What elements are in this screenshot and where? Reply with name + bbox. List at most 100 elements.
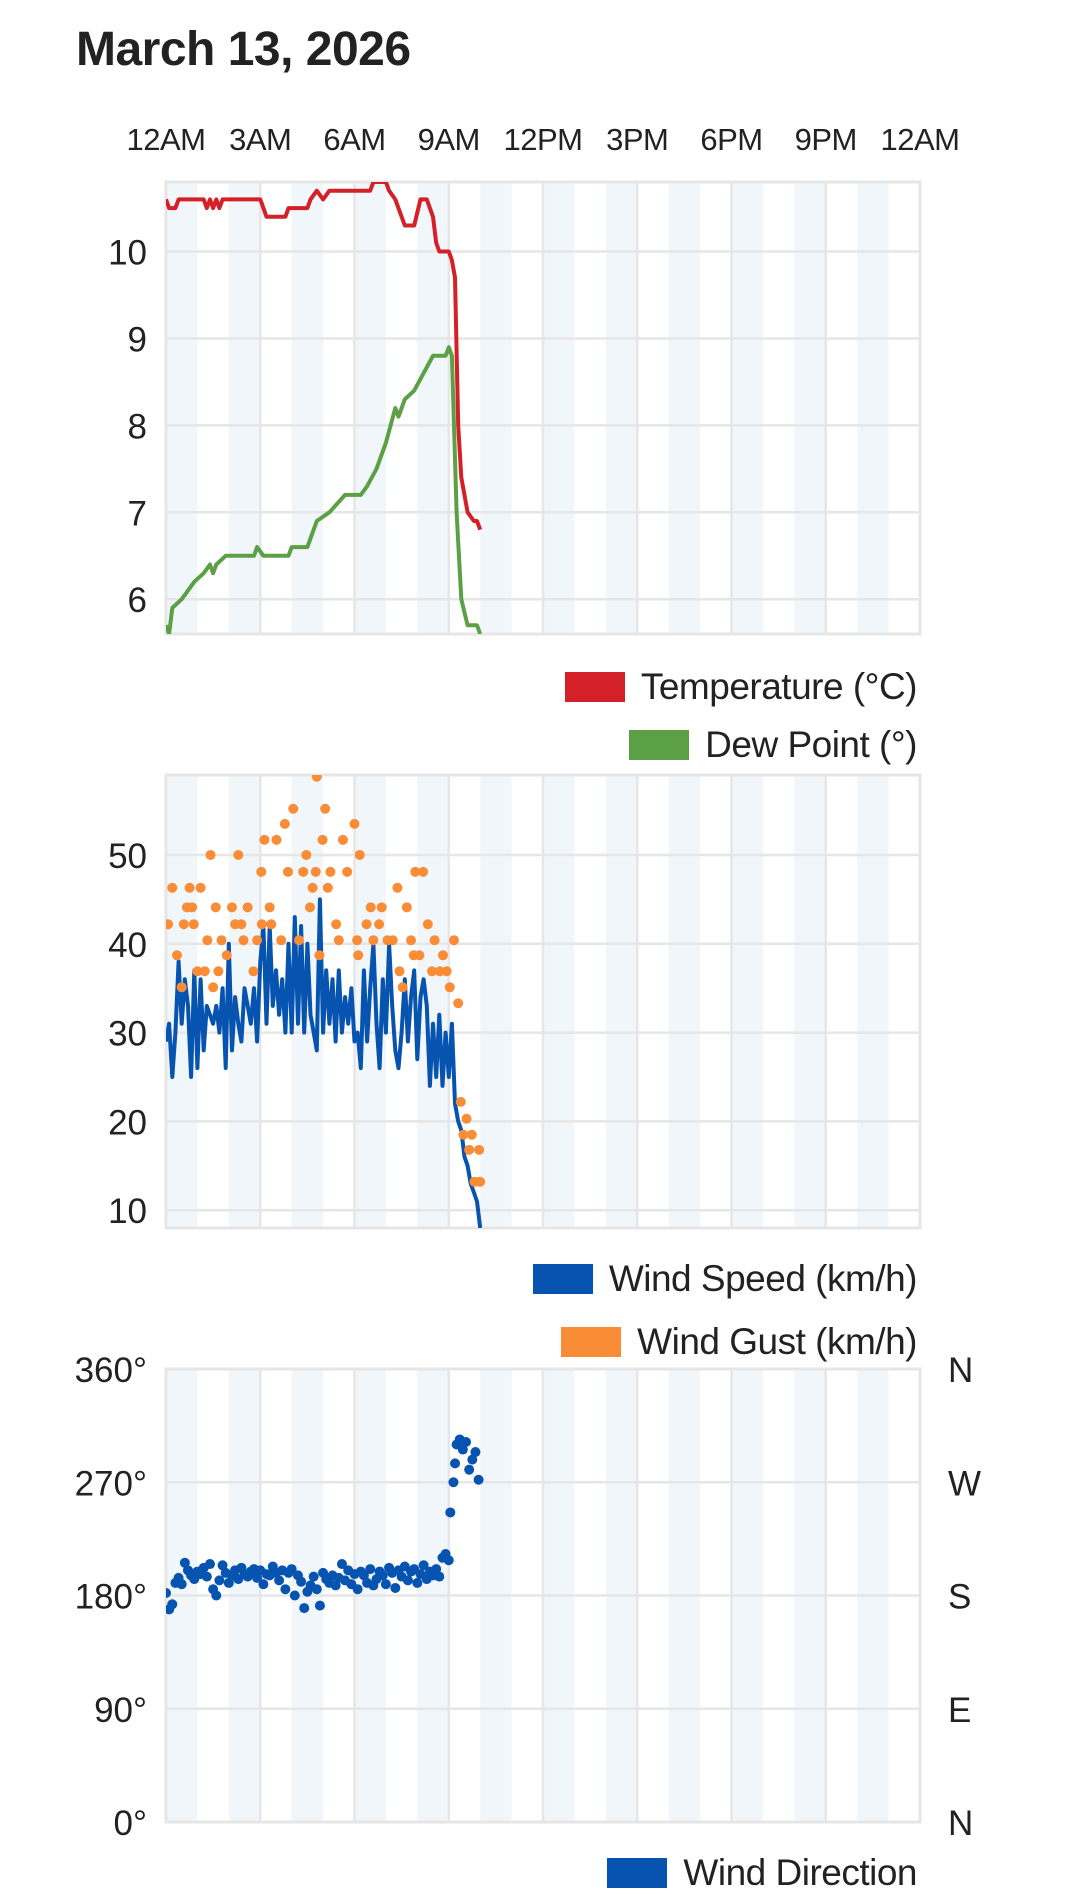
data-point [406, 935, 417, 946]
data-point [208, 982, 219, 993]
data-point [414, 950, 425, 961]
x-tick-label: 6AM [323, 122, 385, 157]
data-point [448, 935, 459, 946]
data-point [308, 1571, 319, 1582]
data-point [397, 982, 408, 993]
data-point [210, 902, 221, 913]
hour-band [731, 775, 763, 1228]
hour-band [668, 182, 701, 634]
data-point [380, 1579, 391, 1590]
data-point [298, 866, 309, 877]
plot-border [164, 773, 922, 1230]
data-point [279, 818, 290, 829]
data-point [223, 1577, 234, 1588]
page-title: March 13, 2026 [76, 23, 411, 76]
data-point [394, 966, 405, 977]
plot-border [164, 180, 922, 636]
data-point [466, 1129, 477, 1140]
data-point [450, 1458, 461, 1469]
hour-band [480, 775, 512, 1228]
data-point [289, 1590, 300, 1601]
data-point [353, 950, 364, 961]
data-point [166, 919, 174, 930]
data-point [401, 902, 412, 913]
data-point [299, 1603, 310, 1614]
legend-swatch-wind-direction [607, 1858, 668, 1888]
data-point [368, 935, 379, 946]
legend-swatch-wind-gust [561, 1327, 622, 1357]
legend-wind-speed[interactable]: Wind Speed (km/h) [532, 1258, 918, 1300]
x-tick-label: 3AM [229, 122, 291, 157]
data-point [443, 1555, 454, 1566]
data-point [304, 902, 315, 913]
data-point [374, 919, 385, 930]
data-point [333, 935, 344, 946]
legend-wind-direction[interactable]: Wind Direction [607, 1852, 917, 1894]
y-tick-label: 180° [75, 1578, 147, 1617]
compass-label: W [948, 1464, 981, 1503]
legend-label: Wind Direction [683, 1852, 917, 1893]
y-tick-label: 30 [108, 1015, 147, 1054]
data-point [266, 919, 277, 930]
data-point [457, 1444, 468, 1455]
series-wind-gust-km-h [166, 775, 486, 1187]
x-tick-label: 12PM [504, 122, 583, 157]
data-point [296, 1576, 307, 1587]
data-point [390, 1582, 401, 1593]
compass-label: E [948, 1691, 971, 1730]
data-point [461, 1113, 472, 1124]
y-tick-label: 6 [128, 581, 147, 620]
chart-panel-0: 6 7 8 9 10 [108, 180, 922, 636]
data-point [314, 1600, 325, 1611]
data-point [276, 935, 287, 946]
data-point [301, 849, 312, 860]
data-point [258, 1579, 269, 1590]
y-tick-label: 360° [75, 1351, 147, 1390]
data-point [288, 803, 299, 814]
hour-band [731, 182, 763, 634]
data-point [470, 1447, 481, 1458]
legend-temperature[interactable]: Temperature (°C) [564, 666, 918, 708]
data-point [171, 950, 182, 961]
y-tick-label: 7 [128, 494, 147, 533]
data-point [307, 882, 318, 893]
series-line [166, 897, 483, 1228]
data-point [475, 1176, 486, 1187]
data-point [221, 950, 232, 961]
data-point [280, 1584, 291, 1595]
data-point [166, 1587, 171, 1598]
data-point [214, 1575, 225, 1586]
legend-label: Temperature (°C) [640, 666, 918, 707]
chart-panel-2: 0° N 90° E 180° S 270° W 360° N [75, 1351, 981, 1843]
hour-band [668, 775, 701, 1228]
data-point [377, 1570, 388, 1581]
data-point [248, 966, 259, 977]
data-point [349, 818, 360, 829]
data-point [330, 1580, 341, 1591]
data-point [354, 849, 365, 860]
hour-band [228, 182, 261, 634]
y-tick-label: 9 [128, 320, 147, 359]
hour-band [480, 182, 512, 634]
data-point [199, 966, 210, 977]
data-point [201, 1571, 212, 1582]
data-point [311, 1584, 322, 1595]
legend-wind-gust[interactable]: Wind Gust (km/h) [561, 1321, 917, 1363]
series-wind-direction [166, 1434, 484, 1615]
legend-swatch-dew-point [629, 730, 690, 760]
hour-band [543, 775, 575, 1228]
data-point [418, 866, 429, 877]
data-point [337, 834, 348, 845]
legend-dew-point[interactable]: Dew Point (°) [629, 724, 917, 766]
data-point [204, 1559, 215, 1570]
data-point [444, 982, 455, 993]
data-point [365, 902, 376, 913]
data-point [320, 803, 331, 814]
y-tick-label: 0° [114, 1804, 147, 1843]
data-point [176, 982, 187, 993]
legend-label: Dew Point (°) [705, 724, 917, 765]
data-point [325, 866, 336, 877]
data-point [376, 902, 387, 913]
x-tick-label: 6PM [700, 122, 762, 157]
